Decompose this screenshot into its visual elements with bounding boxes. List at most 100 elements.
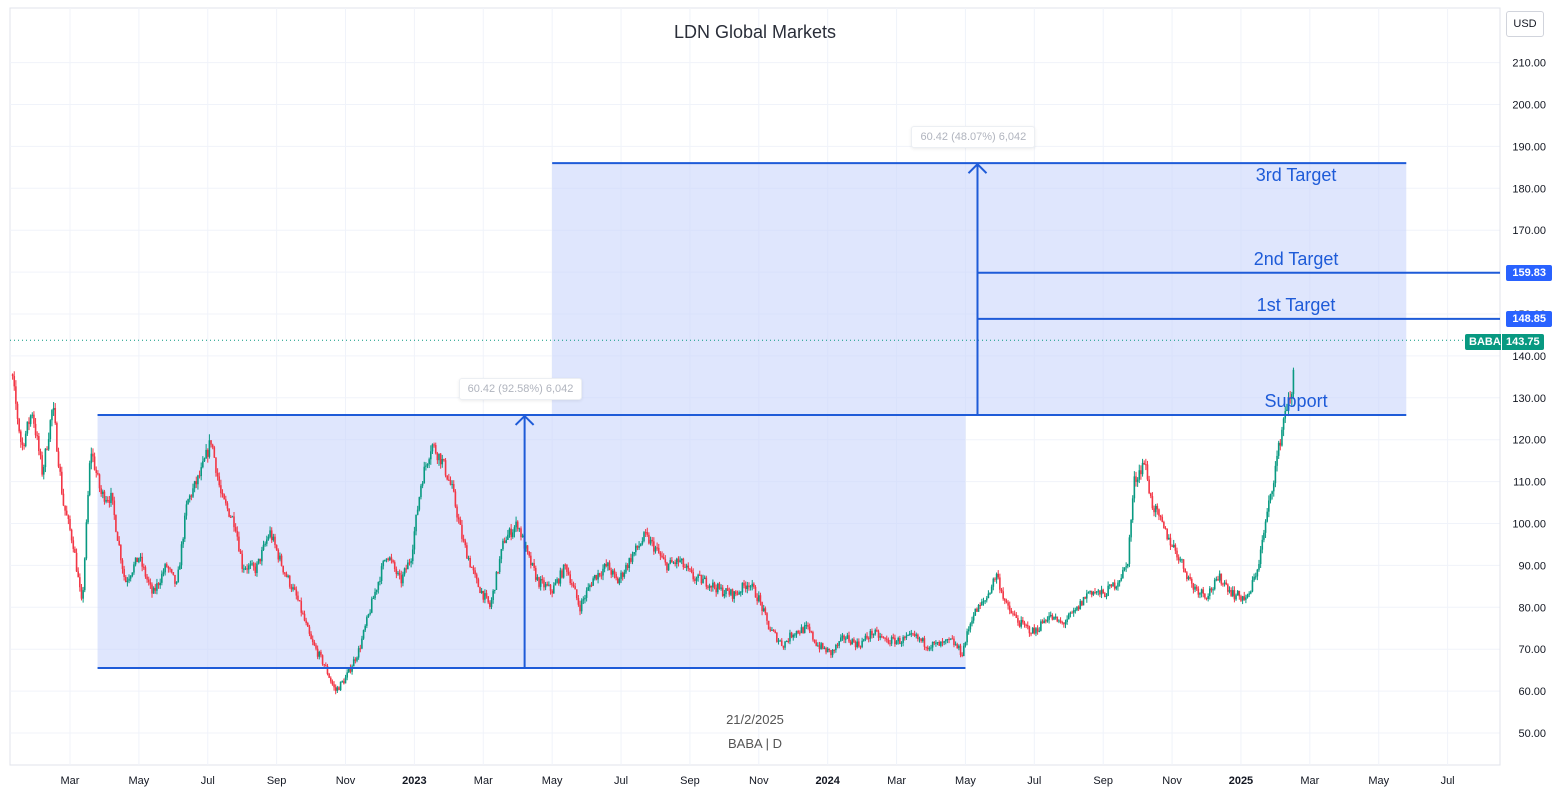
- candle-body: [679, 560, 681, 563]
- candle-body: [1271, 491, 1273, 495]
- candle-body: [546, 584, 549, 586]
- candle-body: [177, 569, 180, 582]
- candle-body: [902, 637, 904, 643]
- candle-body: [953, 638, 955, 646]
- candle-body: [244, 568, 247, 570]
- candle-body: [438, 453, 440, 461]
- candle-body: [339, 681, 342, 691]
- candle-body: [1079, 601, 1082, 610]
- candle-body: [295, 589, 298, 596]
- candle-body: [174, 574, 176, 584]
- candle-body: [1279, 442, 1282, 446]
- candle-body: [905, 635, 908, 638]
- candle-body: [676, 558, 678, 565]
- candle-body: [838, 641, 840, 646]
- currency-button[interactable]: USD: [1506, 11, 1544, 37]
- candle-body: [766, 613, 768, 621]
- candle-body: [671, 560, 673, 563]
- y-tick-label: 70.00: [1518, 644, 1546, 656]
- candle-body: [725, 588, 727, 595]
- candle-body: [631, 554, 634, 562]
- candle-body: [597, 573, 599, 580]
- candle-body: [784, 641, 786, 648]
- candle-body: [561, 570, 563, 578]
- x-tick-label: Nov: [336, 775, 356, 787]
- candle-body: [1128, 537, 1131, 564]
- candle-body: [1168, 537, 1170, 540]
- candle-body: [1261, 539, 1264, 550]
- candle-body: [505, 539, 508, 543]
- candle-body: [989, 592, 991, 594]
- candle-body: [1194, 586, 1196, 590]
- candle-body: [794, 634, 796, 636]
- candle-body: [644, 532, 647, 534]
- candle-body: [1030, 633, 1032, 635]
- candle-body: [623, 572, 626, 577]
- candle-body: [1008, 605, 1011, 611]
- candle-body: [1082, 597, 1085, 606]
- candle-body: [1022, 619, 1024, 623]
- candle-body: [1149, 493, 1152, 497]
- candle-body: [779, 640, 781, 642]
- candle-body: [1028, 626, 1031, 634]
- y-tick-label: 120.00: [1512, 435, 1546, 447]
- candle-body: [1051, 615, 1054, 620]
- candle-body: [751, 583, 754, 587]
- candle-body: [746, 585, 749, 590]
- candle-body: [1163, 521, 1165, 529]
- candle-body: [1058, 620, 1060, 622]
- candle-body: [589, 585, 591, 588]
- candle-body: [170, 569, 173, 573]
- candle-body: [1238, 590, 1241, 597]
- projection-box[interactable]: [552, 163, 1407, 415]
- candle-body: [799, 632, 801, 634]
- candle-body: [1077, 606, 1080, 610]
- candle-body: [215, 457, 217, 473]
- candle-body: [595, 575, 598, 580]
- y-tick-label: 140.00: [1512, 351, 1546, 363]
- candle-body: [162, 572, 165, 574]
- candle-body: [1067, 613, 1070, 620]
- candle-body: [97, 472, 99, 475]
- candle-body: [910, 633, 913, 635]
- candle-body: [626, 564, 629, 568]
- candle-body: [1012, 613, 1014, 615]
- candle-body: [977, 605, 980, 612]
- candle-body: [990, 586, 993, 593]
- candle-body: [366, 617, 368, 626]
- candle-body: [41, 455, 43, 475]
- candle-body: [861, 640, 863, 647]
- candle-body: [903, 637, 906, 639]
- x-tick-label: May: [128, 775, 149, 787]
- candle-body: [105, 500, 107, 502]
- candle-body: [503, 540, 506, 543]
- candle-body: [926, 647, 929, 650]
- candle-body: [782, 645, 785, 648]
- candle-body: [541, 579, 544, 581]
- candle-body: [598, 573, 601, 576]
- candle-body: [280, 555, 283, 566]
- candle-body: [184, 515, 186, 539]
- candle-body: [1202, 589, 1205, 594]
- candle-body: [882, 636, 885, 638]
- candle-body: [518, 528, 521, 530]
- candle-body: [331, 681, 334, 685]
- candle-body: [1190, 579, 1193, 584]
- candle-body: [669, 560, 672, 564]
- candle-body: [418, 497, 421, 510]
- candle-body: [461, 524, 463, 539]
- candle-body: [198, 475, 201, 477]
- candle-body: [525, 545, 527, 549]
- x-tick-label: May: [1368, 775, 1389, 787]
- candle-body: [1263, 532, 1265, 540]
- candle-body: [52, 407, 55, 411]
- candle-body: [754, 586, 757, 598]
- candle-body: [616, 578, 619, 584]
- candle-body: [1231, 590, 1234, 596]
- range-box[interactable]: [97, 414, 966, 669]
- x-tick-label: Nov: [749, 775, 769, 787]
- candle-body: [452, 484, 455, 492]
- target-1-price-tag: 148.85: [1506, 310, 1552, 327]
- candle-body: [507, 534, 509, 540]
